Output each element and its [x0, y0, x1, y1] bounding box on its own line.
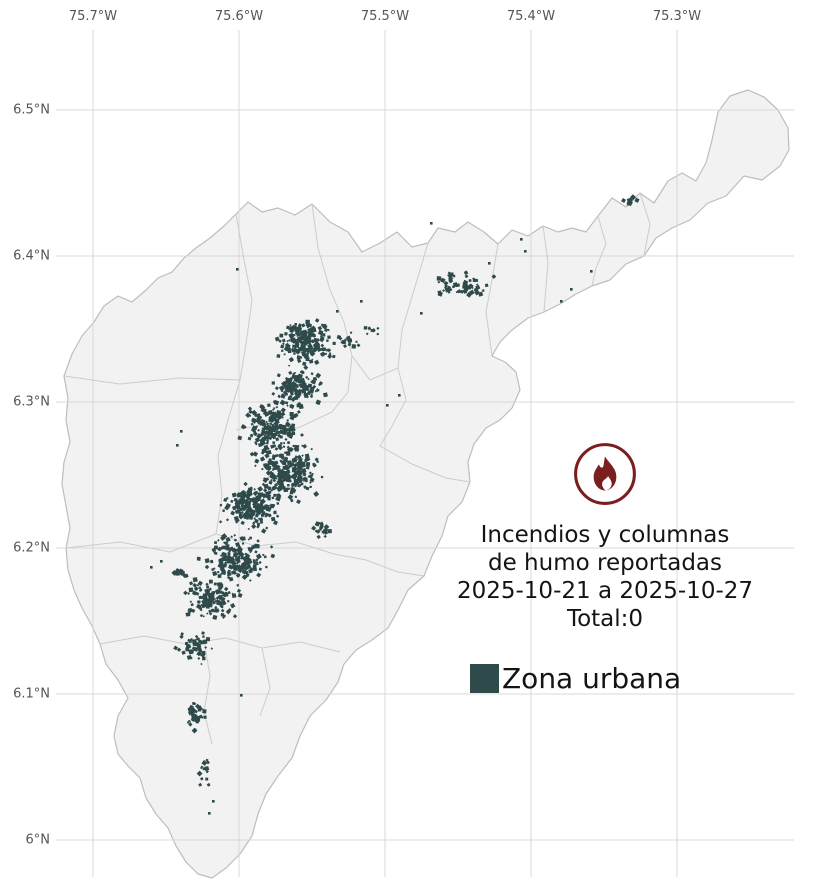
x-tick-label: 75.4°W	[506, 9, 556, 24]
annotation-total: Total:0	[566, 606, 644, 632]
land-polygons	[61, 89, 790, 879]
x-tick-label: 75.5°W	[360, 9, 410, 24]
grid-lines	[56, 30, 794, 877]
report-annotation: Incendios y columnas de humo reportadas …	[395, 521, 815, 633]
legend-label: Zona urbana	[502, 662, 682, 695]
x-tick-label: 75.6°W	[214, 9, 264, 24]
annotation-line-3: 2025-10-21 a 2025-10-27	[456, 578, 754, 604]
annotation-line-1: Incendios y columnas	[480, 522, 730, 548]
fire-icon	[574, 443, 636, 505]
y-tick-label: 6.3°N	[13, 394, 50, 410]
y-tick-label: 6°N	[25, 832, 51, 848]
legend-swatch-zona-urbana	[470, 664, 499, 693]
x-tick-label: 75.3°W	[652, 9, 702, 24]
legend: Zona urbana	[470, 662, 681, 695]
y-tick-label: 6.2°N	[13, 540, 50, 556]
y-tick-label: 6.1°N	[13, 686, 50, 702]
y-tick-label: 6.4°N	[13, 248, 50, 264]
y-tick-label: 6.5°N	[13, 102, 50, 118]
urban-zone-dots	[150, 194, 640, 815]
municipality-borders	[63, 192, 651, 745]
annotation-line-2: de humo reportadas	[487, 550, 723, 576]
x-tick-label: 75.7°W	[68, 9, 118, 24]
